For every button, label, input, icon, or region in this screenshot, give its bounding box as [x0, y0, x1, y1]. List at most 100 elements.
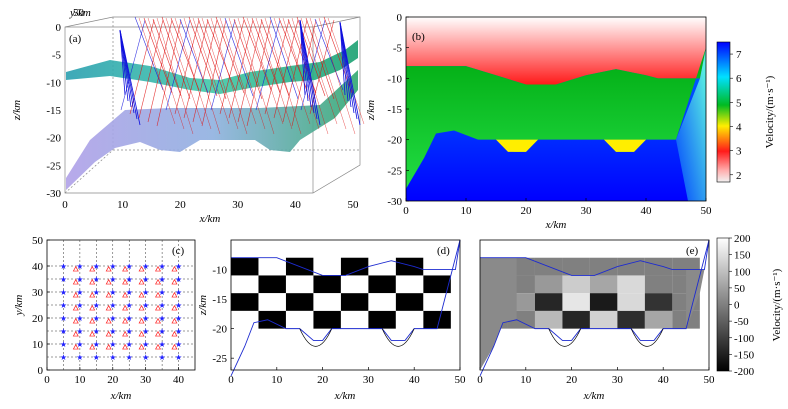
panel-a-ray	[192, 17, 230, 125]
panel-c-station-star: ★	[109, 301, 116, 310]
panel-a-ray	[309, 17, 347, 130]
panel-e-lower-interface	[479, 239, 710, 377]
panel-c-station-triangle	[89, 291, 96, 298]
panel-b-right-wedge	[676, 47, 706, 201]
panel-a-ray	[206, 18, 236, 91]
panel-a-ray	[174, 19, 200, 115]
panel-e-cell	[644, 310, 673, 329]
panel-e-colorbar-label: Velocity/(m·s⁻¹)	[771, 268, 783, 341]
panel-c-grid	[47, 240, 195, 370]
panel-c-station-star: ★	[126, 314, 133, 323]
panel-a-ray	[165, 17, 203, 125]
panel-e: 0 10 20 30 40 50 x/km (e) 200 150 100 50 0 -50 -100…	[477, 233, 783, 402]
panel-e-colorbar-tick-label: 0	[734, 300, 740, 312]
panel-c-station-triangle	[122, 317, 129, 324]
panel-b-x-ticks: 0 10 20 30 40 50	[403, 198, 712, 217]
panel-d-checker-cell	[258, 293, 286, 311]
panel-c-station-triangle	[122, 265, 129, 272]
panel-c-station-triangle	[89, 304, 96, 311]
panel-a-ray	[188, 16, 218, 97]
panel-e-upper-interface	[480, 239, 710, 276]
panel-a-ray	[273, 17, 311, 125]
panel-a-ray	[119, 29, 141, 126]
panel-c-station-triangle	[105, 278, 112, 285]
panel-c-station-star: ★	[126, 262, 133, 271]
panel-c-stations: ★ ★ ★ ★ ★ ★ ★ ★ ★ ★ ★ ★ ★ ★ ★ ★ ★ ★ ★ ★ ★ ★ ★ ★ ★ ★ ★ ★ ★ ★ ★ ★ ★ ★ ★ ★ ★ ★ ★ ★…	[60, 262, 182, 362]
panel-b-x-tick-label: 30	[581, 205, 593, 217]
panel-a-rays	[119, 16, 365, 135]
panel-a-ray	[152, 18, 182, 97]
panel-a-ray	[237, 17, 275, 135]
panel-d-z-tick-label: -20	[212, 324, 227, 336]
panel-b-colorbar-tick-label: 6	[736, 73, 742, 85]
panel-e-x-ticks: 0 10 20 30 40 50	[477, 367, 715, 386]
panel-c-x-label: x/km	[110, 390, 132, 402]
panel-a-ray	[255, 19, 281, 111]
panel-c-station-triangle	[138, 317, 145, 324]
panel-a-ray	[183, 17, 221, 135]
panel-c-y-ticks: 50 40 30 20 10 0	[32, 235, 50, 377]
panel-e-cell	[562, 257, 590, 276]
panel-b-colorbar-tick-label: 3	[736, 146, 742, 158]
panel-a-frame	[64, 16, 361, 194]
panel-e-basin-curve	[630, 328, 664, 347]
panel-c-station-star: ★	[142, 275, 149, 284]
panel-e-side-region	[480, 257, 517, 370]
panel-e-x-tick-label: 40	[658, 374, 670, 386]
panel-c-station-triangle	[155, 291, 161, 298]
panel-e-colorbar-ticks: 200 150 100 50 0 -50 -100 -150 -200	[729, 233, 755, 378]
panel-b-x-tick-label: 40	[641, 205, 653, 217]
panel-c-station-star: ★	[93, 327, 100, 336]
panel-e-cell	[644, 293, 673, 311]
panel-e-side-region	[686, 269, 705, 329]
panel-a-x-ticks: 0 10 20 30 40 50	[62, 199, 359, 211]
panel-d-checker-cell	[258, 310, 286, 329]
panel-c-station-triangle	[138, 330, 145, 337]
panel-b-z-tick-label: -5	[393, 43, 403, 55]
panel-e-colorbar-tick-label: -150	[734, 349, 755, 361]
panel-a-ray	[183, 19, 209, 119]
panel-d-checker-cell	[285, 310, 314, 329]
panel-d-z-tick-label: -25	[212, 353, 227, 365]
panel-c-station-triangle	[89, 343, 96, 350]
panel-c-station-star: ★	[142, 327, 149, 336]
panel-a-ray	[174, 17, 212, 130]
panel-b-colorbar	[716, 41, 731, 183]
panel-e-frame	[479, 239, 710, 371]
panel-a-ray	[228, 19, 254, 119]
panel-a-x-label: x/km	[199, 213, 221, 225]
panel-c-station-star: ★	[126, 275, 133, 284]
panel-b-x-label: x/km	[545, 219, 567, 231]
panel-c-station-triangle	[155, 304, 161, 311]
panel-e-colorbar	[716, 237, 730, 372]
panel-a-ray	[318, 17, 356, 135]
panel-a-ray	[201, 17, 239, 130]
panel-c-station-triangle	[89, 317, 96, 324]
panel-c-station-triangle	[138, 304, 145, 311]
panel-e-colorbar-tick-label: 50	[734, 283, 746, 295]
panel-a-ray	[264, 19, 290, 115]
panel-a-ray	[305, 17, 335, 100]
panel-c-station-star: ★	[159, 340, 166, 349]
panel-c-station-triangle	[122, 343, 129, 350]
panel-d-checker-cell	[313, 310, 341, 329]
panel-d-z-tick-label: -10	[212, 265, 227, 277]
panel-c-station-star: ★	[76, 327, 83, 336]
panel-c-station-star: ★	[175, 314, 182, 323]
panel-a-ray	[246, 19, 272, 127]
panel-c-station-star: ★	[126, 301, 133, 310]
panel-a-ray	[210, 17, 248, 135]
panel-d-checker-cell	[395, 293, 424, 311]
panel-c-station-triangle	[72, 317, 79, 324]
panel-b-z-tick-label: -10	[387, 73, 402, 85]
panel-d-frame	[230, 239, 461, 371]
panel-e-x-tick-label: 20	[566, 374, 578, 386]
panel-d: -10 -15 -20 -25 0 10 20 30 40 50 z/km x/km (d)	[197, 239, 466, 402]
panel-a-upper-surface	[66, 40, 358, 94]
panel-a-ray	[260, 18, 290, 97]
panel-a-ray	[228, 17, 266, 130]
panel-c-station-triangle	[72, 330, 79, 337]
panel-a-ray	[264, 17, 302, 135]
panel-c-x-tick-label: 40	[173, 374, 185, 386]
